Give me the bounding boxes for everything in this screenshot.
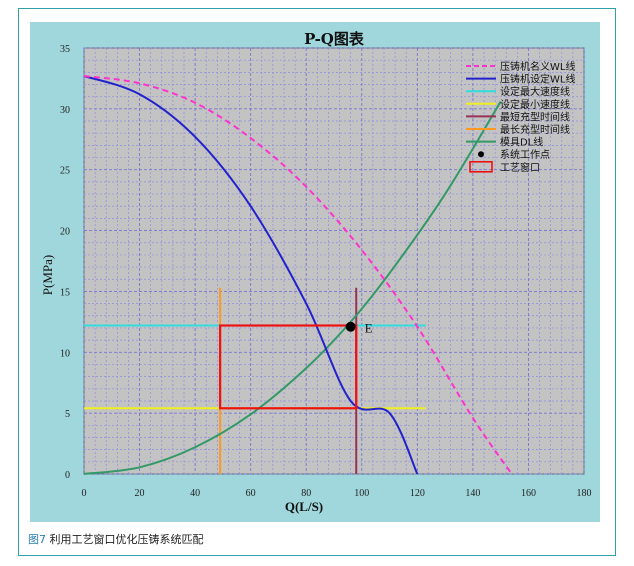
- x-axis-label: Q(L/S): [285, 499, 323, 514]
- x-tick-label: 0: [82, 488, 87, 499]
- legend-label: 压铸机设定WL线: [500, 73, 575, 86]
- x-tick-label: 120: [410, 488, 425, 499]
- y-tick-label: 30: [60, 105, 70, 116]
- y-tick-label: 5: [65, 409, 70, 420]
- x-tick-label: 80: [301, 488, 311, 499]
- legend-label: 设定最大速度线: [500, 85, 570, 98]
- figure-caption-text: 利用工艺窗口优化压铸系统匹配: [46, 533, 204, 546]
- figure-label: 图7: [28, 533, 46, 546]
- legend-label: 系统工作点: [500, 148, 550, 161]
- y-tick-label: 0: [65, 470, 70, 481]
- figure-caption: 图7 利用工艺窗口优化压铸系统匹配: [28, 531, 204, 547]
- legend-label: 工艺窗口: [500, 161, 540, 174]
- x-tick-label: 40: [190, 488, 200, 499]
- series-line: [83, 75, 513, 475]
- series-line: [83, 75, 419, 475]
- x-tick-label: 60: [246, 488, 256, 499]
- series-line: [83, 101, 502, 475]
- legend-label: 设定最小速度线: [500, 98, 570, 111]
- x-tick-label: 100: [354, 488, 369, 499]
- x-tick-label: 20: [135, 488, 145, 499]
- y-axis-label: P(MPa): [40, 255, 55, 295]
- legend-label: 最短充型时间线: [500, 110, 570, 123]
- x-tick-label: 160: [521, 488, 536, 499]
- working-point: [345, 321, 356, 332]
- legend-label: 模具DL线: [500, 136, 543, 149]
- working-point-label: E: [365, 321, 373, 336]
- y-tick-label: 15: [60, 287, 70, 298]
- y-tick-label: 25: [60, 166, 70, 177]
- legend-label: 最长充型时间线: [500, 123, 570, 136]
- y-tick-label: 20: [60, 227, 70, 238]
- y-tick-label: 35: [60, 44, 70, 55]
- x-tick-label: 140: [465, 488, 480, 499]
- legend-swatch: [469, 161, 493, 173]
- legend-label: 压铸机名义WL线: [500, 60, 575, 73]
- chart-title: P-Q图表: [304, 30, 365, 48]
- y-tick-label: 10: [60, 348, 70, 359]
- legend-swatch: [478, 151, 484, 158]
- x-tick-label: 180: [577, 488, 592, 499]
- process-window-rect: [219, 324, 358, 410]
